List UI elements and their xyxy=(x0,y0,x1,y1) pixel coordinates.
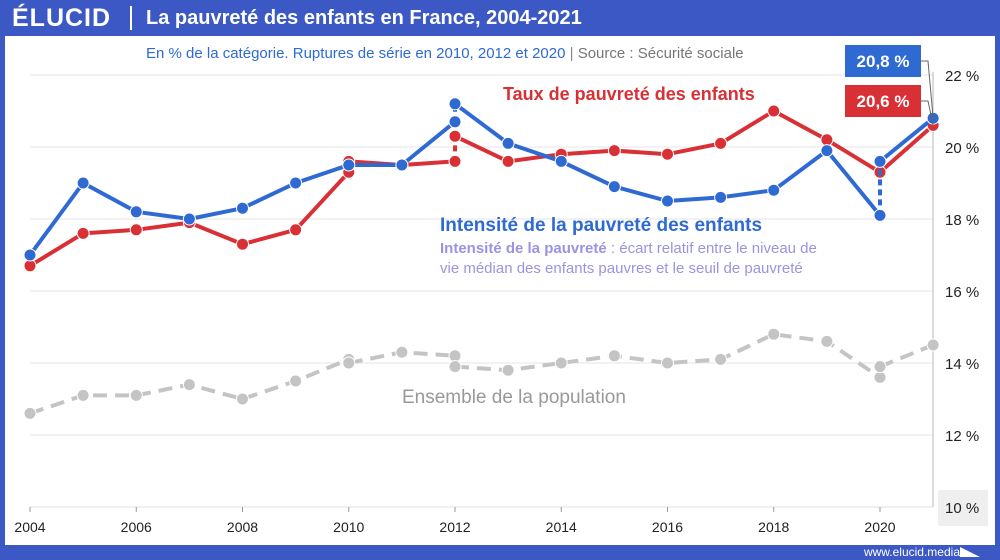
x-tick-label: 2012 xyxy=(439,519,470,535)
series-label-intensite: Intensité de la pauvreté des enfants xyxy=(440,215,762,236)
data-point xyxy=(236,237,249,251)
header: ÉLUCID La pauvreté des enfants en France… xyxy=(0,0,1000,36)
x-tick-label: 2016 xyxy=(652,519,683,535)
subtitle-separator: | xyxy=(565,45,577,62)
data-point xyxy=(289,374,303,388)
x-tick-label: 2020 xyxy=(864,519,895,535)
x-tick-label: 2004 xyxy=(14,519,45,535)
data-point xyxy=(714,352,728,366)
y-tick-label: 18 % xyxy=(945,212,979,229)
data-point xyxy=(182,378,196,392)
data-point xyxy=(342,158,356,172)
data-point xyxy=(395,345,409,359)
data-point xyxy=(767,104,781,118)
data-point xyxy=(873,360,887,374)
data-point xyxy=(767,327,781,341)
leader-line xyxy=(921,100,934,126)
data-point xyxy=(448,115,462,129)
subtitle-text: En % de la catégorie. Ruptures de série … xyxy=(146,45,565,62)
data-point xyxy=(820,334,834,348)
data-point xyxy=(23,406,37,420)
logo-flag-icon xyxy=(960,547,980,557)
data-point xyxy=(607,349,621,363)
series-label-ensemble: Ensemble de la population xyxy=(402,387,626,408)
data-point xyxy=(820,144,834,158)
x-tick-label: 2006 xyxy=(121,519,152,535)
data-point xyxy=(448,349,462,363)
definition-text: : écart relatif entre le niveau de xyxy=(607,240,817,257)
data-point xyxy=(501,136,515,150)
end-value-badge xyxy=(845,45,921,77)
x-tick-label: 2010 xyxy=(333,519,364,535)
end-value-label: 20,6 % xyxy=(857,92,910,111)
data-point xyxy=(501,363,515,377)
y-tick-label: 16 % xyxy=(945,284,979,301)
data-point xyxy=(661,194,674,208)
source-text: Source : Sécurité sociale xyxy=(578,45,744,62)
leader-line xyxy=(921,60,934,119)
definition-text-line2: vie médian des enfants pauvres et le seu… xyxy=(440,260,803,277)
data-point xyxy=(76,226,90,240)
data-point xyxy=(129,205,143,219)
data-point xyxy=(926,338,940,352)
data-point xyxy=(76,388,90,402)
data-point xyxy=(820,133,834,147)
y-tick-label: 12 % xyxy=(945,428,979,445)
data-point xyxy=(182,212,196,226)
footer-url[interactable]: www.elucid.media xyxy=(863,545,960,559)
data-point xyxy=(554,154,568,168)
data-point xyxy=(661,356,674,370)
data-point xyxy=(873,208,887,222)
definition-note: Intensité de la pauvreté : écart relatif… xyxy=(440,240,817,257)
data-point xyxy=(714,136,728,150)
data-point xyxy=(767,183,781,197)
data-point xyxy=(714,190,728,204)
data-point xyxy=(448,154,462,168)
page-title: La pauvreté des enfants en France, 2004-… xyxy=(146,7,582,29)
x-tick-label: 2008 xyxy=(227,519,258,535)
data-point xyxy=(289,176,303,190)
end-value-label: 20,8 % xyxy=(857,52,910,71)
data-point xyxy=(236,201,249,215)
x-tick-label: 2018 xyxy=(758,519,789,535)
data-point xyxy=(873,154,887,168)
end-value-badge xyxy=(845,85,921,117)
data-point xyxy=(23,259,37,273)
data-point xyxy=(395,158,409,172)
data-point xyxy=(342,356,356,370)
data-point xyxy=(607,180,621,194)
y-tick-label: 14 % xyxy=(945,356,979,373)
data-point xyxy=(661,147,674,161)
data-point xyxy=(501,154,515,168)
data-point xyxy=(76,176,90,190)
x-tick-label: 2014 xyxy=(546,519,577,535)
logo: ÉLUCID xyxy=(12,4,112,32)
data-point xyxy=(23,248,37,262)
definition-term: Intensité de la pauvreté xyxy=(440,240,607,257)
data-point xyxy=(289,223,303,237)
y-tick-label: 10 % xyxy=(945,500,979,517)
data-point xyxy=(129,223,143,237)
y-tick-label: 20 % xyxy=(945,140,979,157)
y-tick-highlight xyxy=(938,490,988,526)
series-label-taux: Taux de pauvreté des enfants xyxy=(503,84,755,104)
data-point xyxy=(873,370,887,384)
data-point xyxy=(607,144,621,158)
data-point xyxy=(554,356,568,370)
chart-subtitle: En % de la catégorie. Ruptures de série … xyxy=(146,45,744,62)
divider xyxy=(130,6,132,30)
data-point xyxy=(448,360,462,374)
data-point xyxy=(448,129,462,143)
data-point xyxy=(236,392,249,406)
data-point xyxy=(129,388,143,402)
data-point xyxy=(448,97,462,111)
y-tick-label: 22 % xyxy=(945,68,979,85)
